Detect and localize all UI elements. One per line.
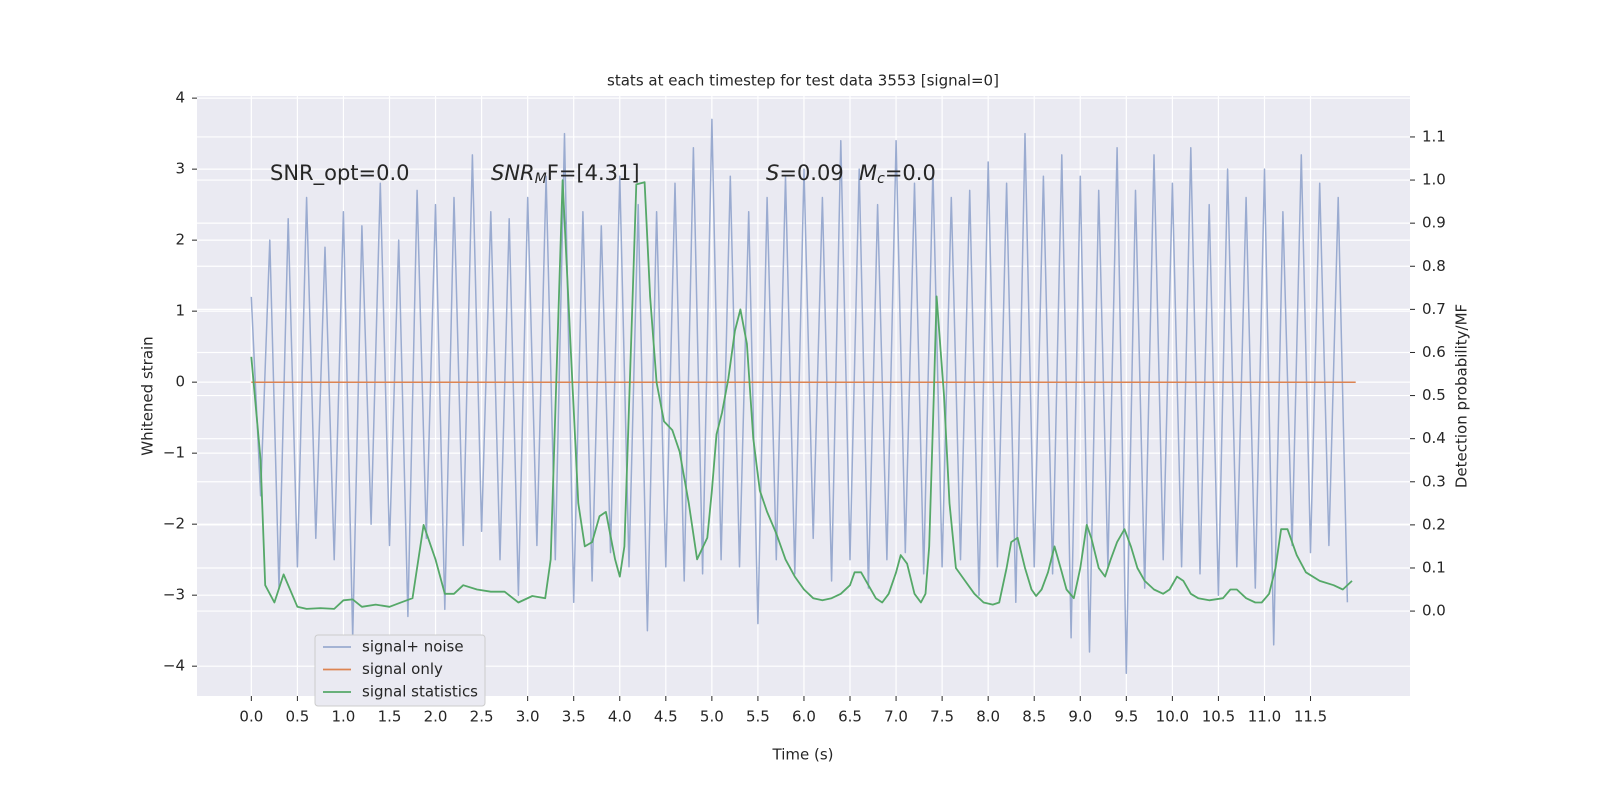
y2-tick-label: 0.6 xyxy=(1422,343,1446,361)
annotation: S=0.09 xyxy=(766,161,844,185)
annotation-part: c xyxy=(877,171,885,187)
annotation-part: =0.0 xyxy=(885,161,936,185)
x-tick-label: 11.5 xyxy=(1294,708,1327,726)
y2-tick-label: 0.1 xyxy=(1422,558,1446,576)
annotation: Mc=0.0 xyxy=(859,161,936,187)
annotation-part: SNR xyxy=(491,161,535,185)
x-tick-label: 0.0 xyxy=(239,708,263,726)
x-tick-label: 2.0 xyxy=(424,708,448,726)
x-tick-label: 0.5 xyxy=(285,708,309,726)
x-tick-label: 8.5 xyxy=(1022,708,1046,726)
x-tick-label: 2.5 xyxy=(470,708,494,726)
annotation: SNRMF=[4.31] xyxy=(491,161,640,187)
y-tick-label: 4 xyxy=(175,89,185,107)
y2-tick-label: 0.7 xyxy=(1422,300,1446,318)
x-tick-label: 5.5 xyxy=(746,708,770,726)
y-tick-label: 2 xyxy=(175,231,185,249)
chart-title: stats at each timestep for test data 355… xyxy=(607,72,999,90)
y2-tick-label: 1.1 xyxy=(1422,127,1446,145)
annotation-part: S xyxy=(766,161,779,185)
y2-tick-label: 0.2 xyxy=(1422,515,1446,533)
x-tick-label: 7.0 xyxy=(884,708,908,726)
x-tick-label: 6.0 xyxy=(792,708,816,726)
x-tick-label: 3.5 xyxy=(562,708,586,726)
y2-tick-label: 0.0 xyxy=(1422,602,1446,620)
y2-tick-label: 0.8 xyxy=(1422,257,1446,275)
x-tick-label: 1.5 xyxy=(378,708,402,726)
y2-tick-label: 0.9 xyxy=(1422,214,1446,232)
x-tick-label: 3.0 xyxy=(516,708,540,726)
y2-tick-label: 0.4 xyxy=(1422,429,1446,447)
x-tick-label: 9.5 xyxy=(1114,708,1138,726)
y-tick-label: −1 xyxy=(163,444,185,462)
annotation: SNR_opt=0.0 xyxy=(270,161,410,186)
legend-box xyxy=(314,634,486,707)
x-tick-label: 8.0 xyxy=(976,708,1000,726)
x-tick-label: 1.0 xyxy=(332,708,356,726)
x-tick-label: 11.0 xyxy=(1248,708,1281,726)
y-tick-label: −3 xyxy=(163,586,185,604)
x-tick-label: 4.5 xyxy=(654,708,678,726)
legend-label: signal statistics xyxy=(362,683,478,701)
x-tick-label: 7.5 xyxy=(930,708,954,726)
x-tick-label: 6.5 xyxy=(838,708,862,726)
y-tick-label: −4 xyxy=(163,657,185,675)
y-tick-label: 3 xyxy=(175,160,185,178)
x-tick-label: 10.0 xyxy=(1156,708,1189,726)
legend-label: signal only xyxy=(362,660,443,678)
y2-tick-label: 0.5 xyxy=(1422,386,1446,404)
annotation-part: F=[4.31] xyxy=(547,161,640,185)
y-tick-label: 1 xyxy=(175,302,185,320)
y2-tick-label: 1.0 xyxy=(1422,171,1446,189)
x-tick-label: 10.5 xyxy=(1202,708,1235,726)
annotation-part: M xyxy=(535,171,547,187)
x-tick-label: 5.0 xyxy=(700,708,724,726)
y-tick-label: 0 xyxy=(175,373,185,391)
y2-tick-label: 0.3 xyxy=(1422,472,1446,490)
x-tick-label: 4.0 xyxy=(608,708,632,726)
legend-label: signal+ noise xyxy=(362,638,464,656)
y-tick-label: −2 xyxy=(163,515,185,533)
annotation-part: M xyxy=(859,161,877,185)
y2-axis-label: Detection probability/MF xyxy=(1453,304,1471,488)
x-axis-label: Time (s) xyxy=(772,746,834,764)
annotation-part: SNR_opt=0.0 xyxy=(270,161,410,186)
series-line xyxy=(250,179,1353,610)
y-axis-label: Whitened strain xyxy=(139,336,157,455)
series-line xyxy=(250,118,1349,675)
annotation-part: =0.09 xyxy=(779,161,843,185)
x-tick-label: 9.0 xyxy=(1068,708,1092,726)
